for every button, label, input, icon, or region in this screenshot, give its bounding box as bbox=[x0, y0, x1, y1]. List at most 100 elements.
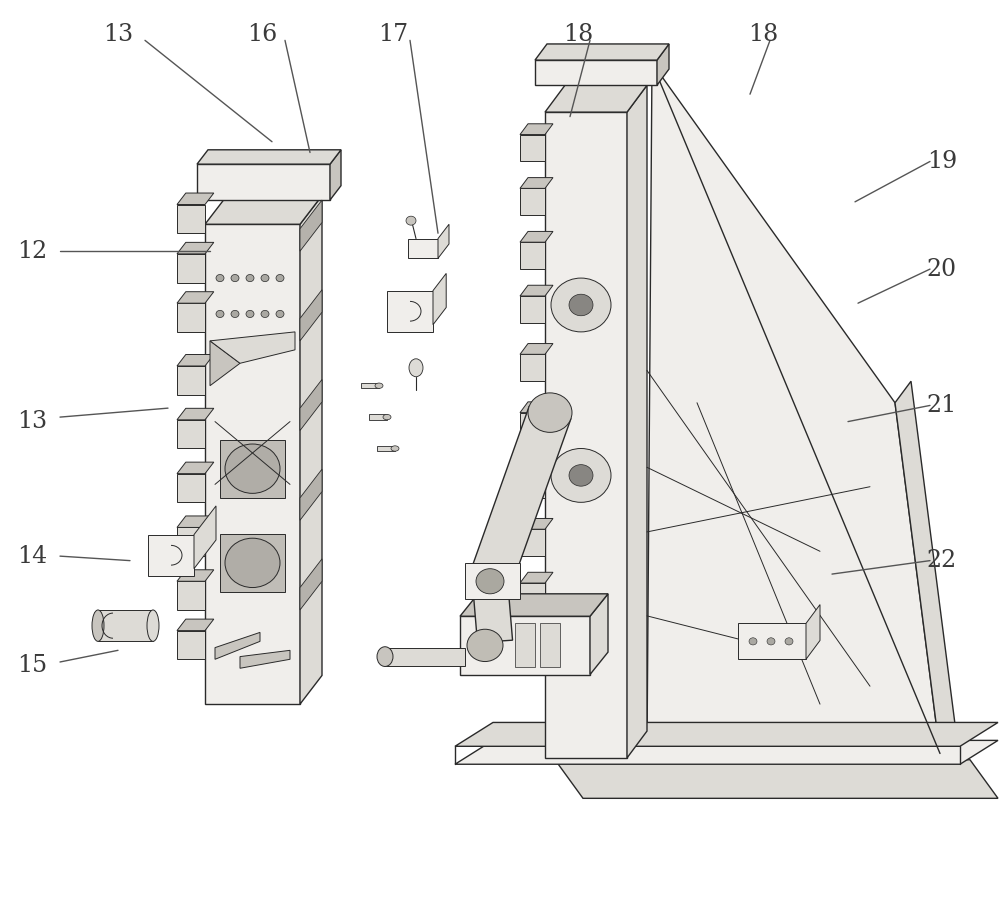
Polygon shape bbox=[895, 381, 956, 753]
Circle shape bbox=[406, 216, 416, 225]
Ellipse shape bbox=[225, 444, 280, 493]
Circle shape bbox=[476, 569, 504, 594]
Polygon shape bbox=[433, 274, 446, 325]
Polygon shape bbox=[465, 563, 520, 599]
Polygon shape bbox=[210, 341, 240, 386]
Polygon shape bbox=[300, 469, 322, 520]
Circle shape bbox=[467, 630, 503, 662]
Polygon shape bbox=[177, 619, 214, 631]
Polygon shape bbox=[520, 460, 553, 471]
Polygon shape bbox=[545, 112, 627, 758]
Polygon shape bbox=[387, 291, 433, 332]
Polygon shape bbox=[520, 231, 553, 242]
Polygon shape bbox=[177, 631, 205, 659]
Polygon shape bbox=[555, 760, 998, 798]
Polygon shape bbox=[177, 366, 205, 395]
Circle shape bbox=[472, 565, 508, 597]
Polygon shape bbox=[177, 581, 205, 610]
Circle shape bbox=[231, 310, 239, 318]
Polygon shape bbox=[520, 402, 553, 413]
Circle shape bbox=[528, 393, 572, 432]
Circle shape bbox=[276, 274, 284, 282]
Polygon shape bbox=[330, 150, 341, 200]
Polygon shape bbox=[520, 124, 553, 135]
Circle shape bbox=[276, 310, 284, 318]
Polygon shape bbox=[197, 164, 330, 200]
Polygon shape bbox=[520, 529, 545, 556]
Polygon shape bbox=[520, 178, 553, 188]
Polygon shape bbox=[520, 296, 545, 323]
Circle shape bbox=[767, 638, 775, 645]
Circle shape bbox=[749, 638, 757, 645]
Text: 20: 20 bbox=[927, 257, 957, 281]
Polygon shape bbox=[647, 63, 940, 753]
Polygon shape bbox=[369, 414, 387, 420]
Polygon shape bbox=[520, 354, 545, 381]
Polygon shape bbox=[540, 623, 560, 667]
Ellipse shape bbox=[409, 359, 423, 377]
Polygon shape bbox=[177, 474, 205, 502]
Polygon shape bbox=[220, 440, 285, 498]
Circle shape bbox=[261, 310, 269, 318]
Ellipse shape bbox=[225, 538, 280, 588]
Polygon shape bbox=[460, 616, 590, 675]
Polygon shape bbox=[177, 254, 205, 283]
Polygon shape bbox=[177, 242, 214, 254]
Polygon shape bbox=[535, 60, 657, 85]
Polygon shape bbox=[472, 580, 513, 642]
Polygon shape bbox=[520, 572, 553, 583]
Polygon shape bbox=[240, 650, 290, 668]
Polygon shape bbox=[657, 44, 669, 85]
Polygon shape bbox=[469, 406, 571, 588]
Polygon shape bbox=[520, 471, 545, 498]
Polygon shape bbox=[177, 527, 205, 556]
Text: 22: 22 bbox=[927, 549, 957, 572]
Polygon shape bbox=[300, 200, 322, 251]
Polygon shape bbox=[300, 290, 322, 341]
Polygon shape bbox=[545, 85, 647, 112]
Polygon shape bbox=[210, 332, 295, 363]
Polygon shape bbox=[408, 239, 438, 258]
Text: 12: 12 bbox=[17, 239, 47, 263]
Polygon shape bbox=[177, 516, 214, 527]
Ellipse shape bbox=[391, 446, 399, 451]
Text: 17: 17 bbox=[378, 22, 408, 46]
Circle shape bbox=[569, 465, 593, 486]
Polygon shape bbox=[205, 224, 300, 704]
Polygon shape bbox=[177, 462, 214, 474]
Polygon shape bbox=[177, 354, 214, 366]
Text: 13: 13 bbox=[17, 410, 47, 433]
Polygon shape bbox=[177, 303, 205, 332]
Polygon shape bbox=[377, 446, 395, 451]
Polygon shape bbox=[98, 610, 153, 641]
Polygon shape bbox=[520, 188, 545, 215]
Polygon shape bbox=[361, 383, 379, 388]
Circle shape bbox=[246, 310, 254, 318]
Polygon shape bbox=[438, 224, 449, 258]
Ellipse shape bbox=[92, 610, 104, 641]
Polygon shape bbox=[385, 648, 465, 666]
Ellipse shape bbox=[383, 414, 391, 420]
Circle shape bbox=[231, 274, 239, 282]
Text: 18: 18 bbox=[748, 22, 778, 46]
Text: 16: 16 bbox=[247, 22, 277, 46]
Polygon shape bbox=[300, 559, 322, 610]
Circle shape bbox=[261, 274, 269, 282]
Circle shape bbox=[246, 274, 254, 282]
Text: 15: 15 bbox=[17, 654, 47, 677]
Text: 18: 18 bbox=[563, 22, 593, 46]
Text: 14: 14 bbox=[17, 544, 47, 568]
Polygon shape bbox=[194, 506, 216, 569]
Polygon shape bbox=[177, 193, 214, 205]
Polygon shape bbox=[515, 623, 535, 667]
Ellipse shape bbox=[375, 383, 383, 388]
Polygon shape bbox=[215, 632, 260, 659]
Polygon shape bbox=[590, 594, 608, 675]
Polygon shape bbox=[177, 570, 214, 581]
Polygon shape bbox=[520, 242, 545, 269]
Polygon shape bbox=[738, 623, 806, 659]
Text: 21: 21 bbox=[927, 394, 957, 417]
Polygon shape bbox=[177, 420, 205, 448]
Polygon shape bbox=[197, 150, 341, 164]
Text: 19: 19 bbox=[927, 150, 957, 173]
